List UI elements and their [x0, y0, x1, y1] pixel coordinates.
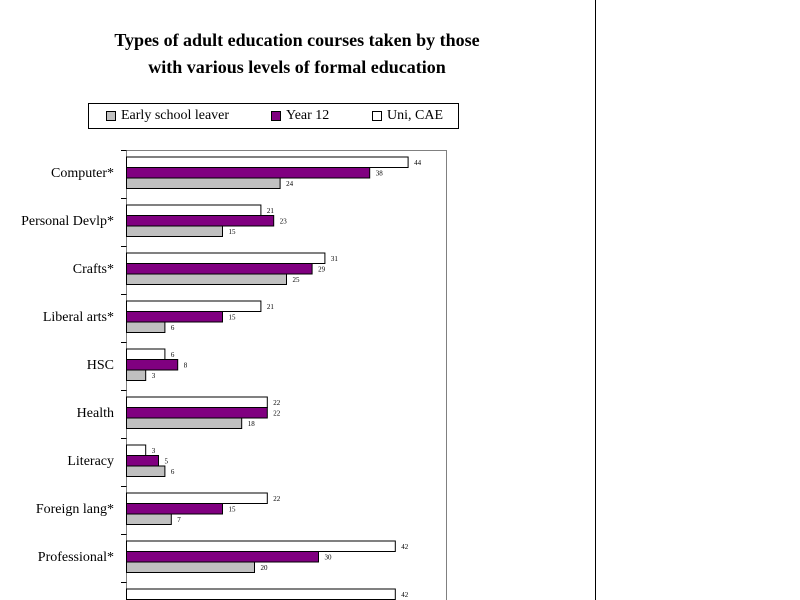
data-label: 7: [177, 516, 181, 524]
data-label: 42: [401, 543, 409, 551]
y-tick-label: Liberal arts*: [43, 310, 114, 325]
data-label: 6: [171, 468, 175, 476]
chart-subtitle: with various levels of formal education: [148, 57, 445, 77]
legend-swatch: [372, 111, 382, 121]
data-label: 18: [248, 420, 256, 428]
y-tick-label: Crafts*: [73, 262, 114, 277]
bar: [126, 348, 166, 360]
bar: [126, 540, 396, 552]
legend-swatch: [271, 111, 281, 121]
chart-title: Types of adult education courses taken b…: [114, 30, 479, 50]
data-label: 5: [165, 457, 169, 465]
bar: [126, 551, 319, 563]
data-label: 21: [267, 303, 275, 311]
data-label: 21: [267, 207, 275, 215]
bar: [126, 369, 147, 381]
legend-swatch: [106, 111, 116, 121]
bar: [126, 492, 268, 504]
bar: [126, 417, 243, 429]
bar: [126, 273, 287, 285]
data-label: 15: [229, 313, 237, 321]
data-label: 3: [152, 372, 156, 380]
bar: [126, 396, 268, 408]
bar: [126, 156, 409, 168]
bar: [126, 455, 159, 467]
data-label: 29: [318, 265, 326, 273]
y-tick-label: Professional*: [38, 550, 114, 565]
bar: [126, 465, 166, 477]
bar: [126, 252, 326, 264]
y-tick-label: Computer*: [51, 166, 114, 181]
data-label: 22: [273, 495, 281, 503]
data-label: 15: [229, 228, 237, 236]
legend-label: Year 12: [286, 108, 329, 123]
bar: [126, 359, 179, 371]
data-label: 23: [280, 217, 288, 225]
bar: [126, 588, 396, 600]
bar: [126, 225, 223, 237]
bar: [126, 177, 281, 189]
bar: [126, 263, 313, 275]
y-tick-label: Foreign lang*: [36, 502, 114, 517]
y-tick-label: HSC: [87, 358, 114, 373]
data-label: 6: [171, 351, 175, 359]
bar: [126, 300, 262, 312]
legend-label: Uni, CAE: [387, 108, 443, 123]
data-label: 20: [261, 564, 269, 572]
bar: [126, 503, 223, 515]
bar: [126, 513, 172, 525]
data-label: 22: [273, 399, 281, 407]
data-label: 3: [152, 447, 156, 455]
data-label: 44: [414, 159, 422, 167]
bar: [126, 407, 268, 419]
legend-label: Early school leaver: [121, 108, 229, 123]
data-label: 25: [293, 276, 301, 284]
data-label: 38: [376, 169, 384, 177]
data-label: 42: [401, 591, 409, 599]
data-label: 15: [229, 505, 237, 513]
bar: [126, 167, 371, 179]
data-label: 30: [325, 553, 333, 561]
bar: [126, 204, 262, 216]
data-label: 8: [184, 361, 188, 369]
data-label: 31: [331, 255, 339, 263]
bar: [126, 561, 255, 573]
y-tick-label: Literacy: [67, 454, 114, 469]
bar: [126, 321, 166, 333]
bar: [126, 444, 147, 456]
bar: [126, 311, 223, 323]
y-tick-label: Health: [77, 406, 114, 421]
data-label: 24: [286, 180, 294, 188]
data-label: 22: [273, 409, 281, 417]
y-tick-label: Personal Devlp*: [21, 214, 114, 229]
data-label: 6: [171, 324, 175, 332]
bar: [126, 215, 275, 227]
